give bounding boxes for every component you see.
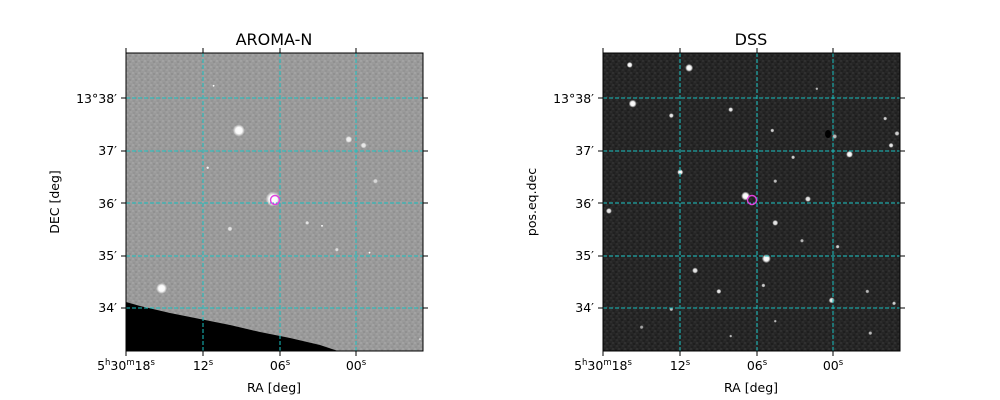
panel-title: AROMA-N [236, 30, 313, 49]
star [799, 238, 804, 243]
star [729, 334, 733, 338]
star [232, 124, 245, 137]
target-marker [746, 194, 758, 206]
ra-tick-label: 5h30m18s [574, 358, 632, 373]
dec-tick-label: 35′ [575, 248, 594, 263]
ra-tick-label: 12s [193, 358, 214, 373]
star [894, 130, 900, 136]
axis-ticks [598, 48, 905, 356]
star [692, 267, 699, 274]
ra-tick-label: 06s [270, 358, 291, 373]
star [212, 84, 215, 87]
target-marker [269, 194, 281, 206]
ra-tick-label: 5h30m18s [97, 358, 155, 373]
ra-tick-label: 00s [823, 358, 844, 373]
y-axis-label: pos.eq.dec [524, 168, 539, 236]
star [626, 61, 633, 68]
star [368, 251, 371, 254]
dec-tick-label: 35′ [98, 248, 117, 263]
star [677, 169, 684, 176]
star [791, 155, 796, 160]
star [835, 244, 840, 249]
panel-aroma-n: AROMA-N 5h30m18s 12s 06s 00s 13°38′ 37′ … [47, 30, 428, 395]
star [716, 288, 722, 294]
star [419, 338, 422, 341]
sky-image [603, 53, 900, 351]
star [372, 178, 378, 184]
axes-frame [602, 52, 901, 352]
star [685, 63, 694, 72]
star [892, 301, 897, 306]
dec-tick-label: 34′ [575, 300, 594, 315]
star [360, 142, 367, 149]
star [334, 247, 339, 252]
coordinate-grid [603, 53, 900, 351]
star [846, 150, 854, 158]
ra-tick-label: 00s [346, 358, 367, 373]
star [206, 166, 210, 170]
panel-dss: DSS 5h30m18s 12s 06s 00s 13°38′ 37′ 36′ … [524, 30, 905, 395]
dec-tick-label: 34′ [98, 300, 117, 315]
star [888, 142, 894, 148]
no-coverage-wedge [126, 302, 338, 351]
star [770, 128, 775, 133]
star [868, 331, 873, 336]
y-axis-label: DEC [deg] [47, 170, 62, 234]
star [305, 220, 310, 225]
star [761, 254, 771, 264]
star [628, 99, 637, 108]
panel-title: DSS [735, 30, 768, 49]
star [668, 113, 674, 119]
star [865, 289, 870, 294]
dec-tick-label: 37′ [98, 143, 117, 158]
x-axis-label: RA [deg] [247, 380, 301, 395]
axes-frame [125, 52, 424, 352]
star [156, 282, 168, 294]
star [320, 224, 324, 228]
star [772, 219, 779, 226]
star [345, 135, 353, 143]
star [828, 297, 835, 304]
star-field [605, 61, 900, 338]
star [773, 179, 778, 184]
dec-tick-label: 36′ [98, 196, 117, 211]
ra-tick-label: 06s [747, 358, 768, 373]
x-axis-label: RA [deg] [724, 380, 778, 395]
star [728, 107, 734, 113]
sky-image [126, 53, 423, 351]
dec-tick-label: 13°38′ [76, 91, 117, 106]
star [883, 116, 888, 121]
star [605, 207, 612, 214]
star [815, 87, 819, 91]
coordinate-grid [126, 53, 423, 351]
image-noise [603, 53, 900, 351]
star [804, 196, 811, 203]
dark-artifact [825, 130, 831, 138]
star [227, 226, 233, 232]
star [639, 325, 644, 330]
ra-tick-label: 12s [670, 358, 691, 373]
dec-tick-label: 36′ [575, 196, 594, 211]
dec-tick-label: 13°38′ [553, 91, 594, 106]
axis-ticks [121, 48, 428, 356]
star [773, 319, 777, 323]
dec-tick-label: 37′ [575, 143, 594, 158]
star [761, 283, 766, 288]
